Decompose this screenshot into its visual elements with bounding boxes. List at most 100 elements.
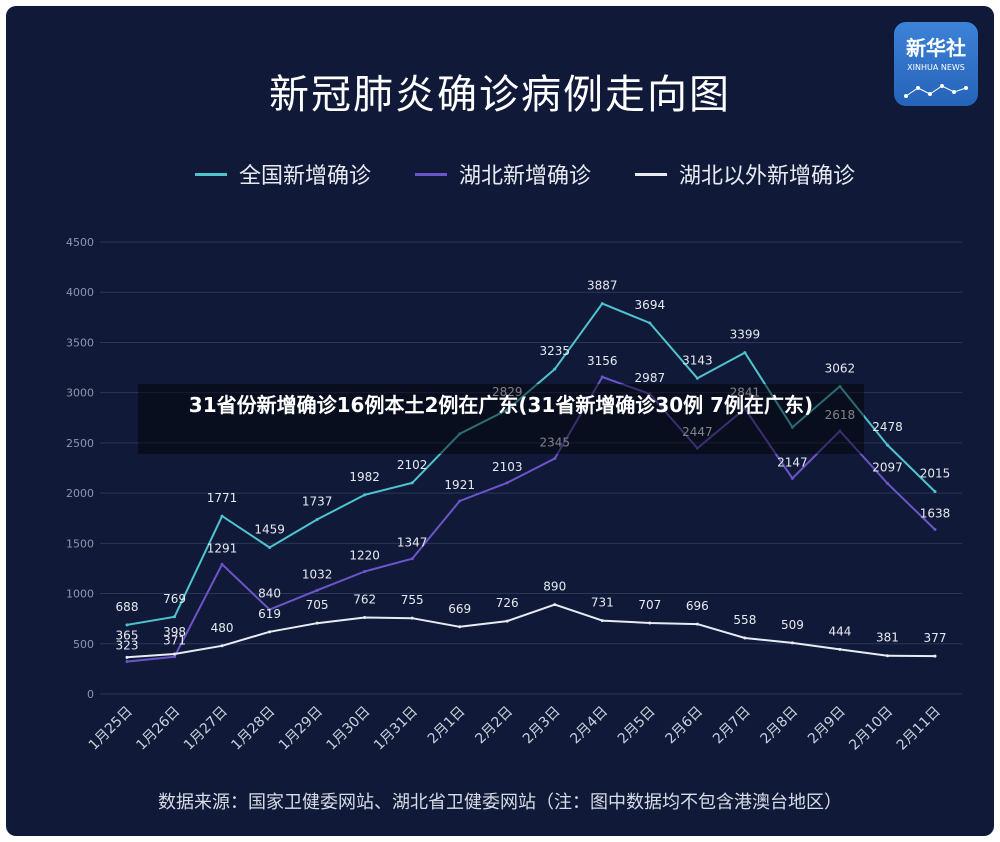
legend-label-national: 全国新增确诊: [239, 164, 372, 189]
data-point: [553, 367, 557, 371]
headline-text: 31省份新增确诊16例本土2例在广东(31省新增确诊30例 7例在广东): [188, 393, 814, 417]
data-point: [458, 499, 462, 503]
data-point: [458, 625, 462, 629]
data-point: [838, 647, 842, 651]
data-label: 1459: [254, 522, 285, 536]
data-point: [600, 302, 604, 306]
legend-item-national: 全国新增确诊: [195, 158, 371, 190]
y-tick-label: 3000: [66, 387, 94, 400]
data-label: 444: [828, 624, 851, 638]
data-label: 371: [163, 634, 186, 648]
data-label: 1771: [207, 491, 238, 505]
x-tick-label: 2月1日: [425, 704, 469, 748]
y-tick-label: 4000: [66, 286, 94, 299]
data-label: 2147: [777, 455, 808, 469]
data-point: [458, 432, 462, 436]
data-point: [505, 481, 509, 485]
data-point: [220, 562, 224, 566]
data-point: [125, 655, 129, 659]
data-point: [125, 660, 129, 664]
x-tick-label: 2月9日: [805, 704, 849, 748]
x-tick-label: 2月8日: [758, 704, 802, 748]
legend-label-hubei: 湖北新增确诊: [459, 164, 592, 189]
x-tick-label: 1月31日: [371, 704, 421, 754]
data-point: [173, 652, 177, 656]
x-tick-label: 1月27日: [181, 704, 231, 754]
series-line-0: [126, 302, 936, 626]
data-label: 769: [163, 592, 186, 606]
data-point: [933, 490, 937, 494]
x-tick-label: 2月7日: [710, 704, 754, 748]
data-label: 2829: [492, 385, 523, 399]
data-point: [648, 392, 652, 396]
x-tick-label: 1月30日: [323, 704, 373, 754]
data-label: 3694: [635, 298, 666, 312]
data-point: [363, 569, 367, 573]
legend-label-outside-hubei: 湖北以外新增确诊: [679, 164, 856, 189]
data-label: 2478: [872, 420, 903, 434]
x-tick-label: 2月5日: [615, 704, 659, 748]
xinhua-logo: 新华社 XINHUA NEWS: [894, 22, 978, 106]
x-tick-label: 2月10日: [846, 704, 896, 754]
data-point: [695, 446, 699, 450]
data-point: [268, 630, 272, 634]
data-label: 1982: [349, 470, 380, 484]
data-label: 2015: [920, 467, 951, 481]
series-line-1: [126, 376, 936, 663]
chart-title: 新冠肺炎确诊病例走向图: [269, 72, 731, 118]
data-label: 2841: [730, 386, 761, 400]
data-label: 509: [781, 618, 804, 632]
data-label: 1921: [444, 478, 475, 492]
data-label: 840: [258, 587, 281, 601]
data-point: [268, 608, 272, 612]
data-point: [743, 351, 747, 355]
data-label: 705: [306, 598, 329, 612]
y-tick-label: 0: [87, 688, 94, 701]
data-label: 3399: [730, 328, 761, 342]
data-label: 323: [116, 639, 139, 653]
data-label: 2447: [682, 425, 713, 439]
x-tick-label: 1月29日: [276, 704, 326, 754]
y-tick-label: 4500: [66, 236, 94, 249]
y-tick-label: 1000: [66, 588, 94, 601]
headline-overlay: [138, 384, 864, 454]
data-label: 731: [591, 596, 614, 610]
data-label: 1032: [302, 567, 333, 581]
x-tick-label: 1月26日: [133, 704, 183, 754]
data-label: 2097: [872, 460, 903, 474]
legend-item-outside-hubei: 湖北以外新增确诊: [635, 158, 855, 190]
data-point: [743, 407, 747, 411]
data-point: [885, 481, 889, 485]
data-point: [695, 622, 699, 626]
data-point: [125, 623, 129, 627]
data-point: [648, 321, 652, 325]
data-label: 890: [543, 580, 566, 594]
data-point: [553, 603, 557, 607]
data-label: 2103: [492, 460, 523, 474]
x-tick-label: 2月4日: [567, 704, 611, 748]
data-point: [173, 655, 177, 659]
data-point: [790, 476, 794, 480]
data-label: 377: [924, 631, 947, 645]
data-label: 3887: [587, 279, 618, 293]
data-point: [315, 518, 319, 522]
data-point: [933, 527, 937, 531]
y-tick-label: 2500: [66, 437, 94, 450]
data-label: 762: [353, 592, 376, 606]
legend-swatch-national: [195, 172, 227, 176]
data-label: 365: [116, 628, 139, 642]
data-label: 3062: [825, 361, 856, 375]
data-label: 2987: [635, 371, 666, 385]
data-point: [600, 619, 604, 623]
source-note: 数据来源：国家卫健委网站、湖北省卫健委网站（注：图中数据均不包含港澳台地区）: [158, 792, 842, 813]
data-label: 696: [686, 599, 709, 613]
legend-item-hubei: 湖北新增确诊: [415, 158, 591, 190]
data-point: [600, 375, 604, 379]
data-point: [173, 615, 177, 619]
data-point: [885, 443, 889, 447]
data-point: [410, 481, 414, 485]
network-dots-icon: [904, 84, 968, 98]
data-point: [363, 493, 367, 497]
data-point: [838, 429, 842, 433]
